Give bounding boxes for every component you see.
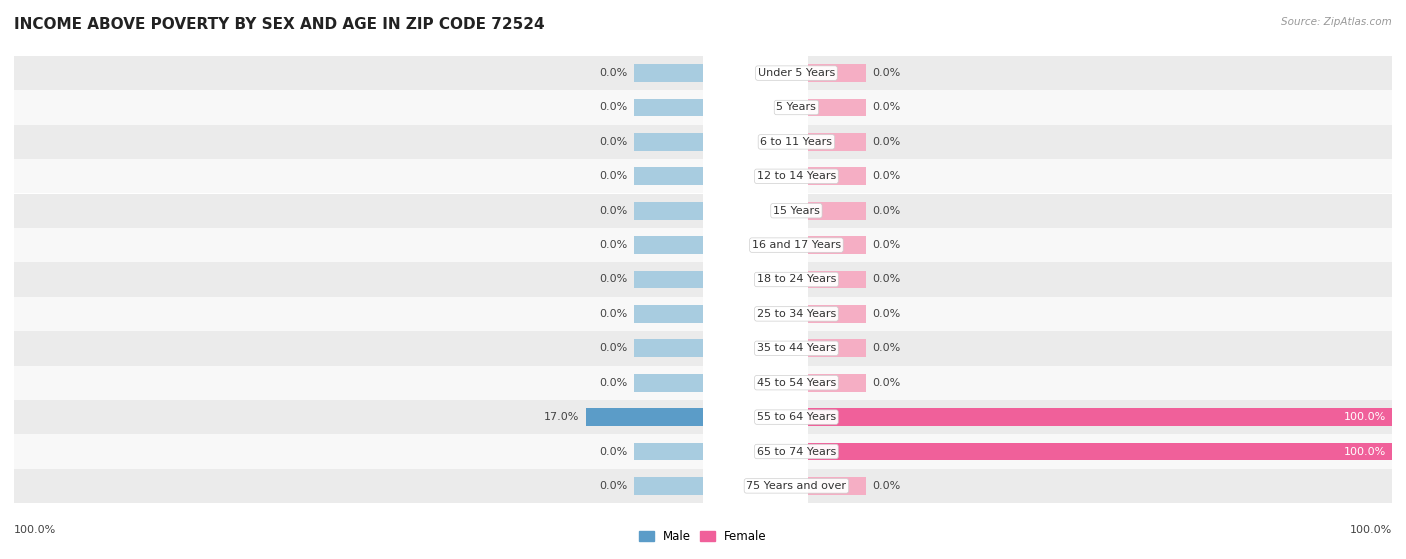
Text: 0.0%: 0.0% — [599, 447, 627, 457]
Text: 100.0%: 100.0% — [14, 525, 56, 536]
Text: 0.0%: 0.0% — [872, 68, 901, 78]
Bar — [634, 167, 703, 185]
Text: Source: ZipAtlas.com: Source: ZipAtlas.com — [1281, 17, 1392, 27]
Text: 0.0%: 0.0% — [599, 274, 627, 285]
Bar — [808, 331, 1392, 366]
Text: 18 to 24 Years: 18 to 24 Years — [756, 274, 837, 285]
Bar — [808, 228, 1392, 262]
Bar — [808, 468, 1392, 503]
Text: 0.0%: 0.0% — [599, 343, 627, 353]
Bar — [14, 193, 703, 228]
Text: 0.0%: 0.0% — [599, 102, 627, 112]
Bar — [14, 159, 703, 193]
Bar — [808, 443, 1392, 461]
Bar — [808, 339, 866, 357]
Text: INCOME ABOVE POVERTY BY SEX AND AGE IN ZIP CODE 72524: INCOME ABOVE POVERTY BY SEX AND AGE IN Z… — [14, 17, 544, 32]
Text: 35 to 44 Years: 35 to 44 Years — [756, 343, 837, 353]
Text: 0.0%: 0.0% — [599, 309, 627, 319]
Bar — [14, 331, 703, 366]
Bar — [808, 64, 866, 82]
Bar — [14, 56, 703, 91]
Text: 0.0%: 0.0% — [872, 206, 901, 216]
Bar — [14, 297, 703, 331]
Bar — [14, 91, 703, 125]
Text: 65 to 74 Years: 65 to 74 Years — [756, 447, 837, 457]
Bar — [808, 262, 1392, 297]
Text: 0.0%: 0.0% — [599, 240, 627, 250]
Bar — [808, 167, 866, 185]
Bar — [634, 374, 703, 392]
Bar — [14, 125, 703, 159]
Bar — [808, 133, 866, 151]
Text: 17.0%: 17.0% — [544, 412, 579, 422]
Bar — [808, 125, 1392, 159]
Text: 0.0%: 0.0% — [872, 171, 901, 181]
Bar — [634, 477, 703, 495]
Text: 0.0%: 0.0% — [872, 274, 901, 285]
Legend: Male, Female: Male, Female — [634, 525, 772, 547]
Bar — [14, 366, 703, 400]
Text: 0.0%: 0.0% — [872, 343, 901, 353]
Bar — [14, 262, 703, 297]
Text: 0.0%: 0.0% — [599, 206, 627, 216]
Text: 0.0%: 0.0% — [599, 481, 627, 491]
Bar — [808, 193, 1392, 228]
Text: 100.0%: 100.0% — [1350, 525, 1392, 536]
Bar — [808, 236, 866, 254]
Text: 0.0%: 0.0% — [599, 378, 627, 388]
Bar — [634, 236, 703, 254]
Text: 55 to 64 Years: 55 to 64 Years — [756, 412, 837, 422]
Bar — [586, 408, 703, 426]
Bar — [808, 477, 866, 495]
Bar — [808, 98, 866, 116]
Text: 0.0%: 0.0% — [872, 240, 901, 250]
Bar — [634, 339, 703, 357]
Bar — [634, 202, 703, 220]
Text: 100.0%: 100.0% — [1344, 447, 1386, 457]
Bar — [808, 91, 1392, 125]
Text: 25 to 34 Years: 25 to 34 Years — [756, 309, 837, 319]
Text: 0.0%: 0.0% — [872, 137, 901, 147]
Text: Under 5 Years: Under 5 Years — [758, 68, 835, 78]
Bar — [14, 228, 703, 262]
Text: 0.0%: 0.0% — [872, 481, 901, 491]
Text: 16 and 17 Years: 16 and 17 Years — [752, 240, 841, 250]
Bar — [808, 202, 866, 220]
Text: 0.0%: 0.0% — [872, 309, 901, 319]
Text: 100.0%: 100.0% — [1344, 412, 1386, 422]
Text: 0.0%: 0.0% — [599, 137, 627, 147]
Bar — [808, 400, 1392, 434]
Text: 0.0%: 0.0% — [599, 68, 627, 78]
Bar — [808, 434, 1392, 468]
Bar — [808, 408, 1392, 426]
Bar — [808, 297, 1392, 331]
Text: 5 Years: 5 Years — [776, 102, 817, 112]
Text: 0.0%: 0.0% — [872, 102, 901, 112]
Bar — [14, 468, 703, 503]
Bar — [634, 443, 703, 461]
Bar — [634, 271, 703, 288]
Bar — [14, 434, 703, 468]
Text: 6 to 11 Years: 6 to 11 Years — [761, 137, 832, 147]
Text: 75 Years and over: 75 Years and over — [747, 481, 846, 491]
Bar — [808, 374, 866, 392]
Text: 12 to 14 Years: 12 to 14 Years — [756, 171, 837, 181]
Text: 45 to 54 Years: 45 to 54 Years — [756, 378, 837, 388]
Bar — [634, 64, 703, 82]
Text: 15 Years: 15 Years — [773, 206, 820, 216]
Text: 0.0%: 0.0% — [872, 378, 901, 388]
Bar — [634, 305, 703, 323]
Bar — [808, 56, 1392, 91]
Bar — [808, 271, 866, 288]
Bar — [808, 366, 1392, 400]
Bar — [634, 98, 703, 116]
Bar — [808, 159, 1392, 193]
Bar — [634, 133, 703, 151]
Bar — [14, 400, 703, 434]
Bar — [808, 305, 866, 323]
Text: 0.0%: 0.0% — [599, 171, 627, 181]
